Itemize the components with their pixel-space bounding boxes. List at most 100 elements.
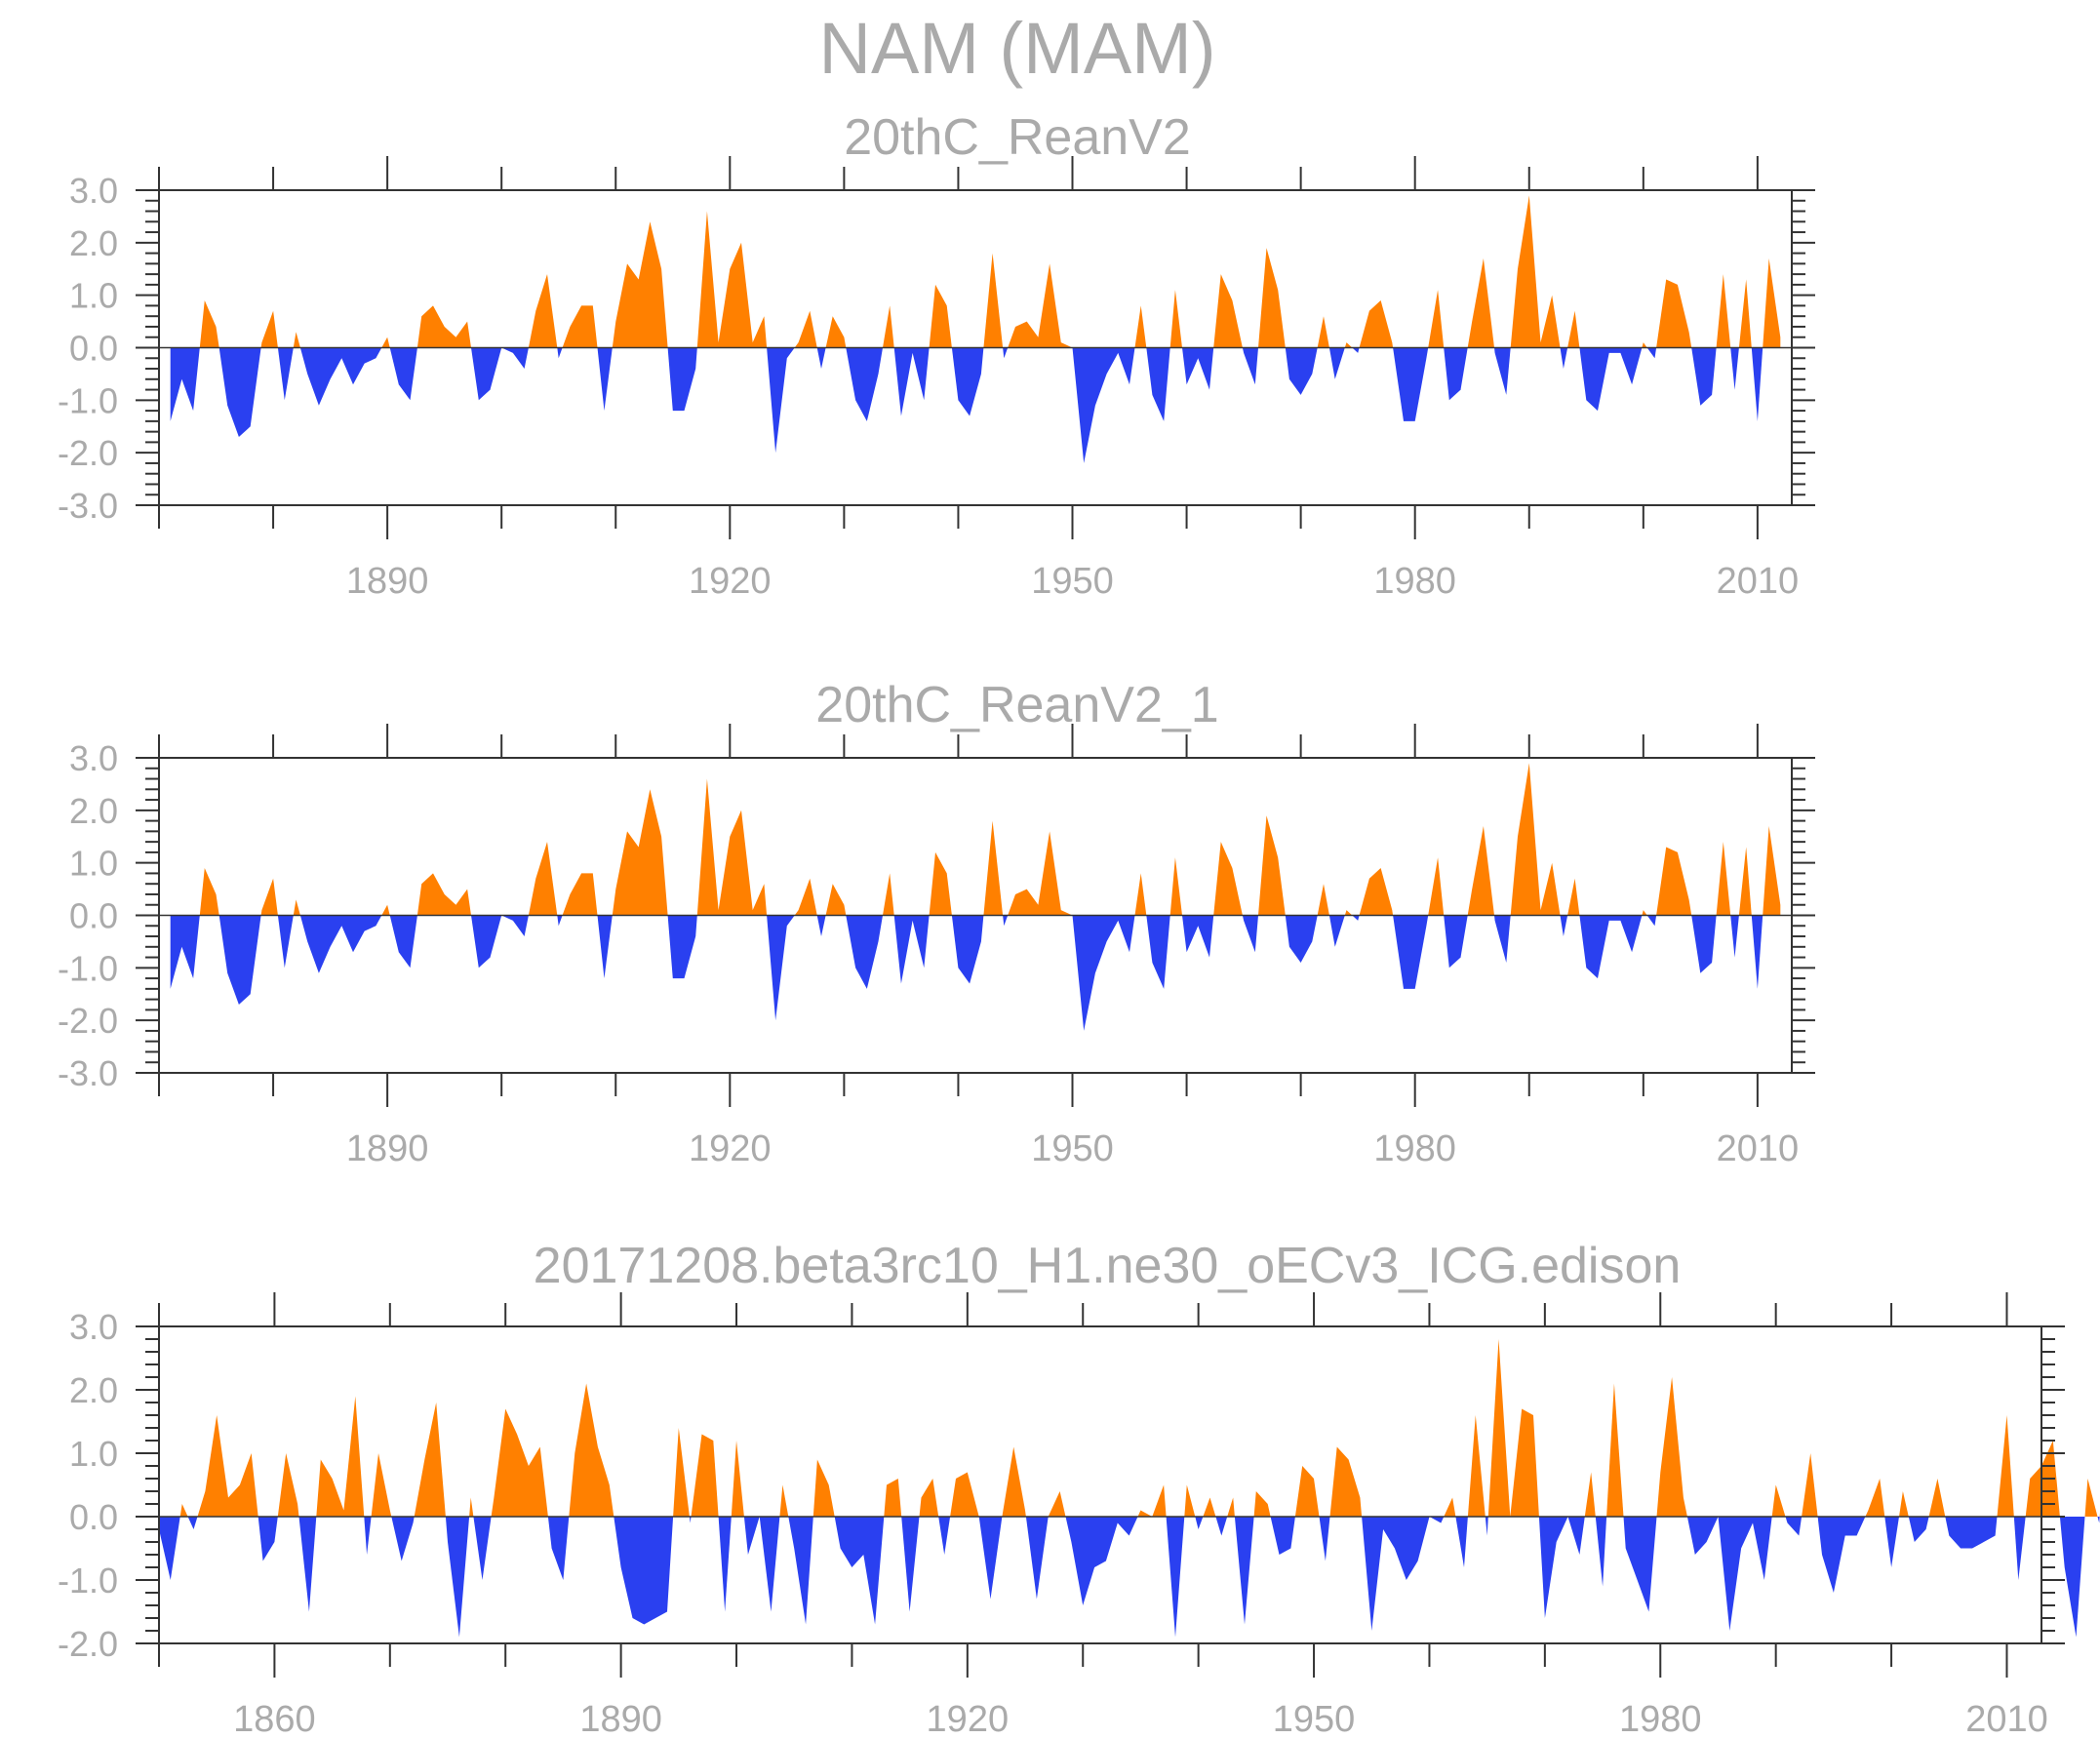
- positive-anomaly-area: [569, 1383, 614, 1517]
- x-tick-label: 2010: [1717, 1128, 1800, 1169]
- positive-anomaly-area: [1008, 831, 1073, 916]
- negative-anomaly-area: [759, 1517, 780, 1612]
- y-tick-label: -3.0: [58, 1053, 118, 1093]
- negative-anomaly-area: [1884, 1517, 1899, 1567]
- positive-anomaly-area: [277, 1453, 299, 1517]
- negative-anomaly-area: [767, 347, 795, 454]
- negative-anomaly-area: [816, 347, 826, 369]
- positive-anomaly-area: [883, 305, 894, 348]
- x-tick-label: 1950: [1273, 1699, 1356, 1739]
- positive-anomaly-area: [983, 820, 1004, 916]
- negative-anomaly-area: [1146, 915, 1170, 989]
- negative-anomaly-area: [1751, 347, 1763, 421]
- negative-anomaly-area: [834, 1517, 885, 1625]
- negative-anomaly-area: [1730, 347, 1739, 390]
- positive-anomaly-area: [825, 884, 847, 916]
- negative-anomaly-area: [1691, 915, 1717, 973]
- negative-anomaly-area: [1182, 915, 1214, 958]
- x-tick-label: 1980: [1619, 1699, 1702, 1739]
- negative-anomaly-area: [951, 915, 984, 984]
- negative-anomaly-area: [689, 1517, 692, 1523]
- negative-anomaly-area: [299, 915, 382, 973]
- y-tick-label: 3.0: [69, 171, 118, 211]
- positive-anomaly-area: [731, 1441, 744, 1517]
- panel-title: 20thC_ReanV2_1: [815, 677, 1218, 733]
- positive-anomaly-area: [1213, 274, 1243, 348]
- y-tick-label: -1.0: [58, 948, 118, 988]
- positive-anomaly-area: [1467, 826, 1494, 916]
- positive-anomaly-area: [1584, 1472, 1596, 1517]
- negative-anomaly-area: [277, 347, 294, 401]
- y-tick-label: 3.0: [69, 1307, 118, 1347]
- negative-anomaly-area: [1817, 1517, 1866, 1593]
- negative-anomaly-area: [445, 1517, 470, 1638]
- positive-anomaly-area: [316, 1396, 365, 1517]
- negative-anomaly-area: [473, 1517, 492, 1580]
- positive-anomaly-area: [1444, 1497, 1456, 1517]
- negative-anomaly-area: [2059, 1517, 2085, 1638]
- negative-anomaly-area: [170, 915, 200, 989]
- negative-anomaly-area: [951, 347, 984, 416]
- negative-anomaly-area: [1234, 1517, 1254, 1625]
- negative-anomaly-area: [1567, 1517, 1585, 1555]
- positive-anomaly-area: [1567, 310, 1580, 348]
- y-tick-label: -2.0: [58, 1001, 118, 1041]
- negative-anomaly-area: [2097, 1517, 2100, 1523]
- positive-anomaly-area: [794, 878, 817, 916]
- positive-anomaly-area: [414, 1403, 446, 1517]
- negative-anomaly-area: [258, 1517, 278, 1561]
- positive-anomaly-area: [562, 873, 598, 916]
- negative-anomaly-area: [667, 915, 697, 979]
- positive-anomaly-area: [1134, 305, 1147, 348]
- positive-anomaly-area: [1771, 1484, 1786, 1517]
- positive-anomaly-area: [983, 253, 1004, 348]
- positive-anomaly-area: [1865, 1479, 1885, 1517]
- positive-anomaly-area: [1428, 857, 1445, 916]
- positive-anomaly-area: [1134, 873, 1147, 916]
- positive-anomaly-area: [1203, 1497, 1216, 1517]
- negative-anomaly-area: [597, 915, 613, 979]
- figure-title: NAM (MAM): [819, 8, 1216, 89]
- negative-anomaly-area: [1455, 1517, 1468, 1567]
- negative-anomaly-area: [364, 1517, 372, 1555]
- x-tick-label: 2010: [1965, 1699, 2048, 1739]
- negative-anomaly-area: [1393, 915, 1429, 989]
- positive-anomaly-area: [950, 1472, 979, 1517]
- positive-anomaly-area: [779, 1484, 789, 1517]
- panel-e3sm-beta3rc10: 20171208.beta3rc10_H1.ne30_oECv3_ICG.edi…: [58, 1238, 2100, 1739]
- plot-frame: [158, 1325, 2042, 1644]
- positive-anomaly-area: [1467, 1415, 1486, 1517]
- positive-anomaly-area: [1344, 342, 1353, 348]
- negative-anomaly-area: [1718, 1517, 1772, 1631]
- negative-anomaly-area: [1072, 915, 1135, 1031]
- negative-anomaly-area: [767, 915, 795, 1021]
- negative-anomaly-area: [1730, 915, 1739, 958]
- positive-anomaly-area: [371, 1453, 392, 1517]
- positive-anomaly-area: [696, 778, 768, 916]
- positive-anomaly-area: [883, 873, 894, 916]
- positive-anomaly-area: [199, 868, 219, 916]
- positive-anomaly-area: [1997, 1415, 2014, 1517]
- positive-anomaly-area: [491, 1408, 548, 1517]
- y-tick-label: 2.0: [69, 791, 118, 831]
- positive-anomaly-area: [1656, 279, 1692, 348]
- positive-anomaly-area: [612, 789, 668, 916]
- positive-anomaly-area: [199, 300, 219, 348]
- y-tick-label: -3.0: [58, 486, 118, 526]
- negative-anomaly-area: [1485, 1517, 1488, 1536]
- positive-anomaly-area: [1763, 826, 1781, 916]
- y-tick-label: 1.0: [69, 276, 118, 316]
- negative-anomaly-area: [1579, 915, 1643, 979]
- negative-anomaly-area: [1362, 1517, 1430, 1631]
- negative-anomaly-area: [1560, 915, 1568, 936]
- negative-anomaly-area: [1444, 347, 1468, 401]
- y-tick-label: 0.0: [69, 329, 118, 369]
- positive-anomaly-area: [825, 316, 847, 348]
- positive-anomaly-area: [1656, 1377, 1687, 1517]
- y-tick-label: 0.0: [69, 896, 118, 936]
- positive-anomaly-area: [469, 1497, 474, 1517]
- positive-anomaly-area: [1258, 815, 1286, 916]
- negative-anomaly-area: [788, 1517, 813, 1625]
- negative-anomaly-area: [1025, 1517, 1049, 1600]
- positive-anomaly-area: [1567, 878, 1580, 916]
